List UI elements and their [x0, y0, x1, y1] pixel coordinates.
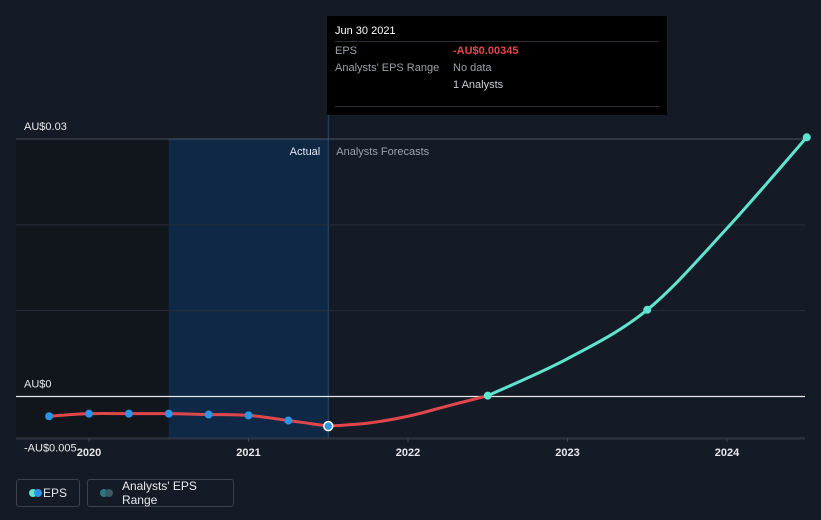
tooltip-eps-value: -AU$0.00345: [453, 44, 519, 57]
y-tick-label: -AU$0.005: [24, 442, 77, 454]
tooltip-row-range: Analysts' EPS Range No data: [335, 59, 659, 76]
tooltip-row-analysts: 1 Analysts: [335, 76, 659, 93]
eps-forecast-point: [643, 305, 652, 314]
chart-points: [45, 133, 811, 432]
y-tick-label: AU$0.03: [24, 121, 67, 133]
legend-range-label: Analysts' EPS Range: [121, 479, 197, 507]
eps-forecast-line: [486, 135, 809, 398]
eps-legend-icon: [29, 489, 42, 497]
legend-range-button[interactable]: Analysts' EPS Range: [87, 479, 234, 507]
forecast-section-label: Analysts Forecasts: [336, 146, 429, 158]
eps-actual-point: [164, 409, 173, 418]
tooltip-eps-label: EPS: [335, 44, 358, 57]
legend-eps-button[interactable]: EPS: [16, 479, 80, 507]
chart-background: [16, 115, 329, 438]
eps-actual-point: [124, 409, 133, 418]
eps-actual-point: [204, 410, 213, 419]
eps-actual-point: [284, 416, 293, 425]
eps-forecast-point: [802, 133, 811, 142]
tooltip-range-value: No data: [453, 61, 492, 74]
x-tick-label: 2023: [555, 447, 579, 459]
tooltip-divider: [335, 106, 659, 107]
x-tick-label: 2020: [77, 447, 101, 459]
chart-labels: AU$0.03 AU$0 -AU$0.005 2020 2021 2022 2023 2024…: [24, 121, 740, 459]
tooltip-analysts-value: 1 Analysts: [453, 78, 504, 91]
x-tick-label: 2024: [715, 447, 740, 459]
eps-actual-point: [244, 411, 253, 420]
x-tick-label: 2021: [236, 447, 260, 459]
eps-actual-point: [45, 412, 54, 421]
tooltip-range-label: Analysts' EPS Range: [335, 61, 440, 74]
chart-gridlines: [16, 138, 805, 442]
tooltip-date: Jun 30 2021: [335, 25, 396, 37]
eps-actual-point: [323, 420, 334, 432]
range-legend-icon: [100, 489, 114, 497]
actual-section-label: Actual: [290, 146, 321, 158]
y-tick-label: AU$0: [24, 379, 52, 391]
actual-region-shade: [168, 139, 329, 438]
hover-tooltip: Jun 30 2021 EPS -AU$0.00345 Analysts' EP…: [327, 16, 667, 115]
past-region-shade: [16, 139, 169, 438]
tooltip-row-eps: EPS -AU$0.00345: [335, 41, 659, 59]
legend-eps-label: EPS: [42, 486, 67, 500]
eps-actual-point: [85, 409, 93, 418]
eps-forecast-point: [483, 391, 492, 400]
x-tick-label: 2022: [396, 447, 420, 459]
eps-forecast-negative-line: [326, 394, 490, 428]
